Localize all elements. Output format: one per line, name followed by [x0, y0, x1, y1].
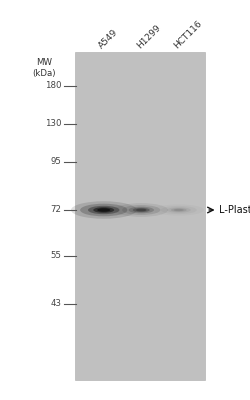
Text: 130: 130 [45, 120, 61, 128]
Ellipse shape [122, 205, 160, 215]
Ellipse shape [93, 207, 114, 213]
Text: 72: 72 [50, 206, 61, 214]
Text: L-Plastin: L-Plastin [220, 205, 250, 215]
Ellipse shape [161, 206, 197, 214]
Text: A549: A549 [98, 27, 120, 50]
Ellipse shape [80, 204, 128, 216]
Text: 180: 180 [45, 82, 61, 90]
Ellipse shape [174, 209, 184, 211]
Ellipse shape [115, 203, 168, 217]
FancyBboxPatch shape [75, 52, 205, 380]
Text: HCT116: HCT116 [172, 18, 204, 50]
Ellipse shape [154, 204, 204, 216]
Ellipse shape [171, 208, 187, 212]
Ellipse shape [128, 207, 154, 213]
Ellipse shape [167, 207, 191, 213]
Text: MW
(kDa): MW (kDa) [32, 58, 56, 78]
Ellipse shape [71, 201, 136, 219]
Text: H1299: H1299 [135, 23, 162, 50]
Ellipse shape [136, 209, 146, 211]
Text: 95: 95 [50, 158, 61, 166]
Ellipse shape [133, 208, 150, 212]
Ellipse shape [88, 206, 120, 214]
Text: 55: 55 [50, 252, 61, 260]
Text: 43: 43 [50, 300, 61, 308]
Ellipse shape [97, 208, 110, 212]
